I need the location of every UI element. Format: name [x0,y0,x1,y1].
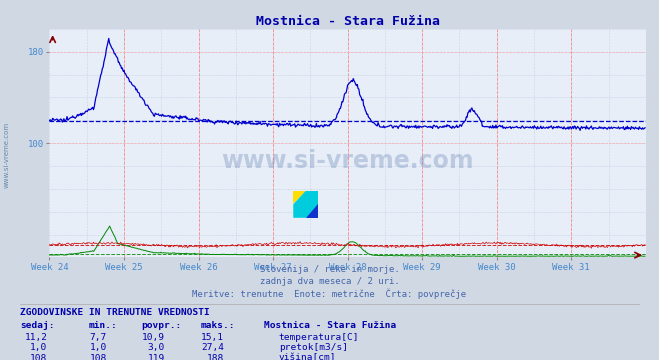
Text: www.si-vreme.com: www.si-vreme.com [221,149,474,174]
Text: povpr.:: povpr.: [142,321,182,330]
Text: višina[cm]: višina[cm] [279,354,336,360]
Text: sedaj:: sedaj: [20,321,54,330]
Text: Slovenija / reke in morje.: Slovenija / reke in morje. [260,265,399,274]
Text: min.:: min.: [89,321,118,330]
Text: 1,0: 1,0 [30,343,47,352]
Text: 27,4: 27,4 [201,343,224,352]
Polygon shape [293,191,306,204]
Text: 10,9: 10,9 [142,333,165,342]
Text: ZGODOVINSKE IN TRENUTNE VREDNOSTI: ZGODOVINSKE IN TRENUTNE VREDNOSTI [20,308,210,317]
Text: 119: 119 [148,354,165,360]
Text: 188: 188 [207,354,224,360]
Text: 108: 108 [90,354,107,360]
Text: Mostnica - Stara Fužina: Mostnica - Stara Fužina [264,321,396,330]
Text: zadnja dva meseca / 2 uri.: zadnja dva meseca / 2 uri. [260,278,399,287]
Title: Mostnica - Stara Fužina: Mostnica - Stara Fužina [256,15,440,28]
Text: 3,0: 3,0 [148,343,165,352]
Text: 11,2: 11,2 [24,333,47,342]
Text: maks.:: maks.: [201,321,235,330]
Text: temperatura[C]: temperatura[C] [279,333,359,342]
Polygon shape [293,191,318,218]
Text: 7,7: 7,7 [90,333,107,342]
Text: 1,0: 1,0 [90,343,107,352]
Text: www.si-vreme.com: www.si-vreme.com [3,122,10,188]
Text: pretok[m3/s]: pretok[m3/s] [279,343,348,352]
Text: 15,1: 15,1 [201,333,224,342]
Text: 108: 108 [30,354,47,360]
Text: Meritve: trenutne  Enote: metrične  Črta: povprečje: Meritve: trenutne Enote: metrične Črta: … [192,288,467,299]
Polygon shape [306,204,318,218]
